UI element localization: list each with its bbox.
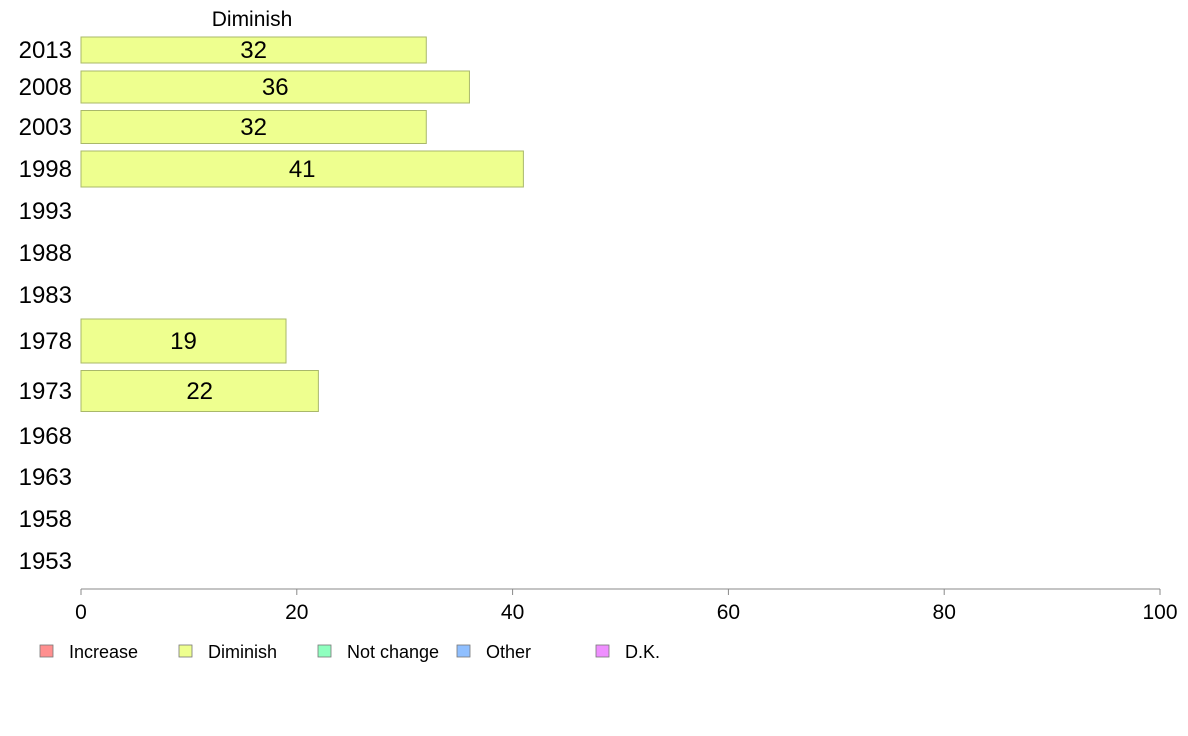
legend-swatch-diminish — [178, 644, 193, 658]
legend-swatch-not-change — [317, 644, 332, 658]
legend-label-other: Other — [486, 642, 531, 662]
y-label-1958: 1958 — [19, 506, 72, 533]
y-axis-labels: 2013 2008 2003 1998 1993 1988 1983 1978 1973 1968… — [19, 37, 72, 575]
bar-2008 — [80, 70, 470, 104]
legend-swatch-other — [456, 644, 471, 658]
y-label-1983: 1983 — [19, 282, 72, 309]
panel-title: Diminish — [212, 8, 293, 31]
bar-label-2003: 32 — [240, 114, 267, 141]
legend-swatch-increase — [39, 644, 54, 658]
bar-label-1978: 19 — [170, 328, 197, 355]
y-label-1953: 1953 — [19, 548, 72, 575]
legend-label-increase: Increase — [69, 642, 138, 662]
bar-2013 — [80, 36, 427, 64]
y-label-2013: 2013 — [19, 37, 72, 64]
bar-label-1973: 22 — [186, 378, 213, 405]
y-label-2003: 2003 — [19, 114, 72, 141]
y-label-1998: 1998 — [19, 156, 72, 183]
y-label-1993: 1993 — [19, 198, 72, 225]
bar-1973 — [80, 370, 319, 412]
x-axis: 0 20 40 60 80 100 — [75, 588, 1178, 624]
bar-label-1998: 41 — [289, 156, 316, 183]
bar-label-2013: 32 — [240, 37, 267, 64]
y-label-1978: 1978 — [19, 328, 72, 355]
y-label-1963: 1963 — [19, 464, 72, 491]
legend-label-not-change: Not change — [347, 642, 439, 662]
x-tick-label-100: 100 — [1142, 601, 1177, 624]
y-label-1988: 1988 — [19, 240, 72, 267]
y-label-1968: 1968 — [19, 423, 72, 450]
legend-label-d-k: D.K. — [625, 642, 660, 662]
y-label-2008: 2008 — [19, 74, 72, 101]
bar-1978 — [80, 318, 287, 364]
bar-label-2008: 36 — [262, 74, 289, 101]
legend-swatch-d-k — [595, 644, 610, 658]
legend: Increase Diminish Not change Other D.K. — [39, 642, 660, 662]
bars: 32 36 32 41 19 22 — [80, 36, 524, 412]
bar-2003 — [80, 110, 427, 144]
legend-label-diminish: Diminish — [208, 642, 277, 662]
bar-1998 — [80, 150, 524, 188]
y-label-1973: 1973 — [19, 378, 72, 405]
x-tick-label-40: 40 — [501, 601, 524, 624]
x-tick-label-80: 80 — [933, 601, 956, 624]
x-tick-label-0: 0 — [75, 601, 87, 624]
x-tick-label-20: 20 — [285, 601, 308, 624]
x-tick-label-60: 60 — [717, 601, 740, 624]
